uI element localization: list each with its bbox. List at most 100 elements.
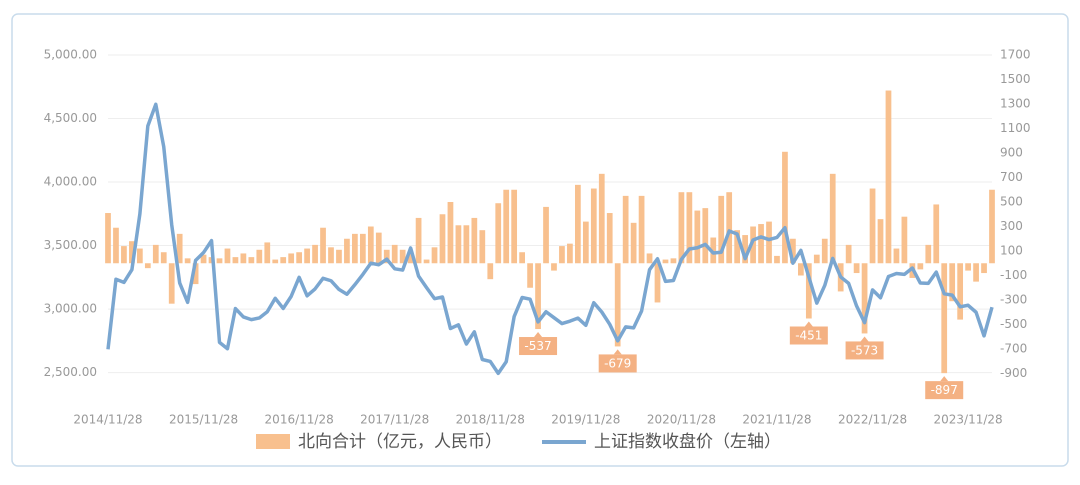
y2-tick-label: 300: [1000, 219, 1023, 233]
bar: [590, 188, 597, 264]
bar: [790, 238, 796, 264]
bar: [216, 258, 223, 264]
bar: [678, 192, 685, 264]
bar: [861, 263, 868, 334]
x-tick-label: 2015/11/28: [169, 413, 238, 427]
bar: [168, 263, 175, 304]
bar: [638, 195, 645, 264]
value-label-pointer: [534, 332, 543, 338]
y-tick-label: 2,500.00: [44, 365, 97, 379]
bar: [439, 214, 446, 264]
y2-tick-label: -100: [1000, 268, 1027, 282]
value-label-box: [598, 354, 637, 373]
bar: [797, 263, 804, 276]
bar: [200, 254, 207, 264]
y2-tick-label: 500: [1000, 195, 1023, 209]
y2-tick-label: -500: [1000, 317, 1027, 331]
bar: [471, 217, 478, 264]
y-tick-label: 3,000.00: [44, 302, 97, 316]
bar: [702, 208, 709, 264]
value-label: -573: [851, 343, 878, 357]
bar: [551, 263, 557, 271]
value-label-box: [519, 337, 558, 356]
y2-tick-label: -700: [1000, 342, 1027, 356]
bar: [973, 263, 979, 282]
y-tick-label: 4,500.00: [44, 111, 97, 125]
line: [106, 102, 994, 376]
bar: [352, 233, 358, 264]
bar: [766, 221, 772, 264]
bar: [113, 227, 119, 264]
bar: [917, 263, 924, 270]
bar: [582, 221, 589, 264]
bar: [527, 263, 533, 288]
bar: [407, 252, 414, 264]
bar: [630, 222, 637, 264]
bar: [288, 253, 295, 264]
bar: [144, 263, 151, 269]
bar: [869, 188, 876, 264]
bar: [121, 246, 127, 264]
x-tick-label: 2017/11/28: [360, 413, 429, 427]
bar: [176, 233, 183, 264]
value-label: -537: [524, 339, 551, 353]
bar: [821, 238, 828, 264]
bar: [511, 189, 518, 264]
y2-tick-label: 1700: [1000, 48, 1031, 62]
bar: [232, 257, 239, 264]
legend-label: 北向合计（亿元，人民币）: [298, 432, 502, 452]
bar: [981, 263, 987, 274]
value-label-pointer: [804, 321, 813, 327]
bar: [598, 173, 605, 264]
value-label-box: [845, 341, 884, 360]
bar: [654, 263, 661, 303]
bar: [431, 247, 438, 264]
bar: [559, 246, 565, 264]
bar: [272, 259, 279, 264]
bar: [383, 249, 390, 264]
value-label-pointer: [860, 336, 869, 342]
bar: [614, 263, 621, 347]
bar: [447, 202, 454, 264]
bar: [129, 241, 135, 264]
bar: [941, 263, 948, 374]
bar: [925, 244, 932, 264]
y2-tick-label: 100: [1000, 244, 1023, 258]
bar: [813, 254, 820, 264]
y-tick-label: 5,000.00: [44, 48, 97, 62]
bar: [256, 249, 263, 264]
bar: [782, 151, 788, 264]
bar: [455, 225, 462, 264]
bar: [399, 249, 406, 264]
bar: [686, 192, 693, 264]
bar: [280, 257, 287, 264]
bar: [367, 226, 374, 264]
bar: [248, 257, 255, 264]
bar: [184, 258, 191, 264]
bar: [487, 263, 494, 280]
y2-tick-label: 1300: [1000, 97, 1031, 111]
bar: [845, 244, 852, 264]
bar: [328, 247, 334, 264]
bar: [718, 195, 725, 264]
y2-tick-label: -900: [1000, 366, 1027, 380]
bar: [535, 263, 541, 330]
bar: [646, 253, 653, 264]
bar: [463, 225, 470, 264]
bar: [224, 248, 231, 264]
bar: [949, 263, 956, 302]
bar: [415, 217, 422, 264]
bar: [503, 189, 510, 264]
bar: [758, 224, 764, 264]
bar: [670, 258, 677, 264]
value-label-pointer: [940, 376, 949, 382]
x-tick-label: 2014/11/28: [73, 413, 142, 427]
bar: [734, 230, 741, 264]
bar: [105, 213, 111, 264]
bar: [336, 249, 342, 264]
x-tick-label: 2018/11/28: [456, 413, 525, 427]
x-tick-label: 2016/11/28: [265, 413, 334, 427]
bar: [136, 248, 143, 264]
bar: [359, 233, 366, 264]
